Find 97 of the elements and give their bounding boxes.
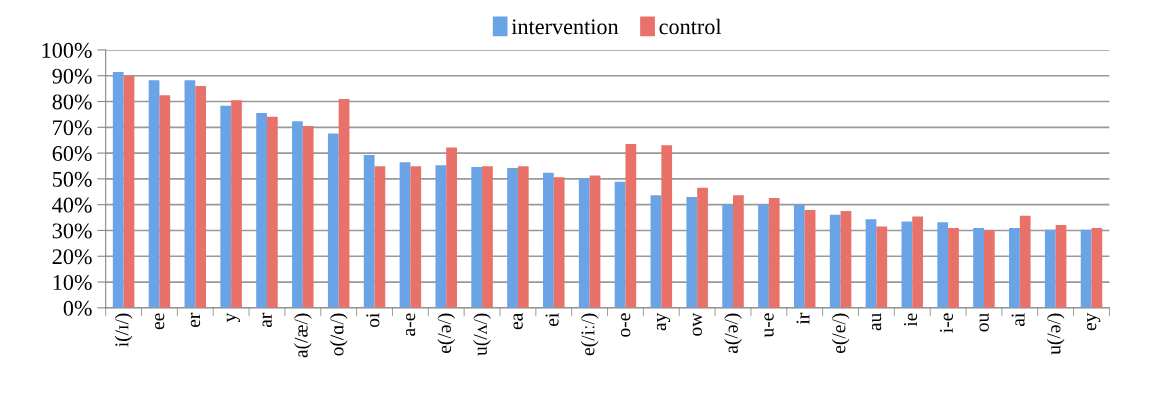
x-tick-label: ie [904, 313, 918, 327]
bar [543, 172, 554, 308]
bar [1044, 229, 1056, 308]
bar [912, 216, 924, 308]
bar [901, 221, 913, 308]
y-tick-label: 70% [53, 120, 92, 136]
y-tick-label: 20% [52, 249, 92, 265]
x-tick-label: ou [979, 313, 989, 332]
bar [410, 166, 422, 308]
bar [722, 204, 734, 308]
x-tick-label: er [190, 312, 201, 328]
bar [1019, 215, 1031, 308]
bar [733, 195, 744, 308]
legend-label: control [659, 18, 722, 35]
x-tick-label: u(/ə/) [1046, 313, 1065, 355]
x-tick-label: e(/e/) [831, 313, 850, 353]
y-tick-label: 30% [52, 223, 92, 239]
bar [1080, 229, 1092, 308]
bar [231, 100, 242, 308]
bar [399, 162, 411, 308]
bar [983, 229, 995, 308]
bar [650, 195, 662, 308]
bar [937, 222, 949, 308]
x-tick-label: ir [796, 312, 810, 325]
x-tick-label: i(/ɪ/) [114, 313, 133, 347]
bar [446, 147, 457, 308]
bar [578, 178, 590, 308]
bar [614, 181, 626, 308]
bar [973, 227, 984, 308]
bar [435, 165, 447, 308]
y-tick-label: 80% [52, 94, 92, 110]
bar [553, 177, 565, 308]
bar [948, 227, 959, 308]
bar [661, 145, 673, 308]
bar [184, 80, 196, 308]
y-tick-label: 40% [52, 197, 92, 213]
x-tick-label: ar [262, 312, 272, 328]
bar [327, 133, 339, 308]
x-tick-label: ei [545, 313, 559, 326]
bar [195, 86, 207, 308]
x-tick-label: ay [656, 312, 671, 331]
bar [148, 80, 160, 308]
x-tick-label: ai [1011, 313, 1025, 327]
bar [625, 144, 637, 308]
x-tick-label: ey [1086, 312, 1101, 331]
bar [159, 95, 171, 308]
bar [112, 72, 124, 308]
bar [793, 204, 805, 308]
x-tick-label: au [871, 313, 882, 331]
bar [768, 197, 780, 308]
bar [123, 75, 135, 308]
bar [1091, 227, 1103, 308]
y-tick-label: 90% [52, 68, 92, 84]
x-tick-label: e(/iː/) [580, 313, 599, 356]
bar [256, 113, 267, 308]
x-tick-label: a-e [405, 313, 416, 336]
x-tick-label: u-e [764, 313, 774, 338]
bar [1055, 225, 1067, 308]
bar [374, 166, 386, 308]
x-tick-label: ea [513, 312, 523, 330]
x-tick-label: oi [366, 313, 380, 328]
bar [589, 175, 601, 308]
bar [363, 154, 375, 308]
y-tick-label: 0% [63, 300, 92, 316]
y-tick-label: 50% [53, 171, 92, 187]
bar [292, 121, 303, 308]
bar [482, 166, 493, 308]
x-tick-label: ow [692, 312, 703, 336]
x-tick-label: e(/ə/) [437, 313, 456, 353]
bar [697, 187, 708, 308]
y-tick-label: 100% [42, 42, 92, 58]
bar [266, 116, 278, 308]
x-tick-label: ee [154, 313, 165, 330]
y-tick-label: 10% [53, 274, 92, 291]
bar [686, 196, 698, 308]
bar [876, 226, 888, 308]
y-tick-label: 60% [52, 146, 92, 162]
bar [829, 214, 841, 308]
x-tick-label: o-e [620, 313, 631, 337]
bar [1009, 227, 1020, 308]
bar [804, 210, 816, 308]
bar [865, 219, 877, 308]
x-tick-label: y [226, 312, 240, 323]
bar [338, 98, 350, 308]
bar [758, 204, 769, 308]
x-tick-label: u(/ʌ/) [473, 313, 491, 356]
x-tick-label: a(/æ/) [294, 313, 312, 358]
legend-label: intervention [511, 19, 619, 35]
bar [840, 211, 852, 308]
x-tick-label: a(/ə/) [724, 313, 742, 354]
bar [302, 126, 314, 308]
bar [507, 168, 518, 308]
x-tick-label: o(/ɑ/) [329, 313, 348, 356]
bar [471, 167, 483, 308]
bar [517, 166, 529, 308]
bar [220, 105, 232, 308]
x-tick-label: i-e [939, 313, 953, 333]
